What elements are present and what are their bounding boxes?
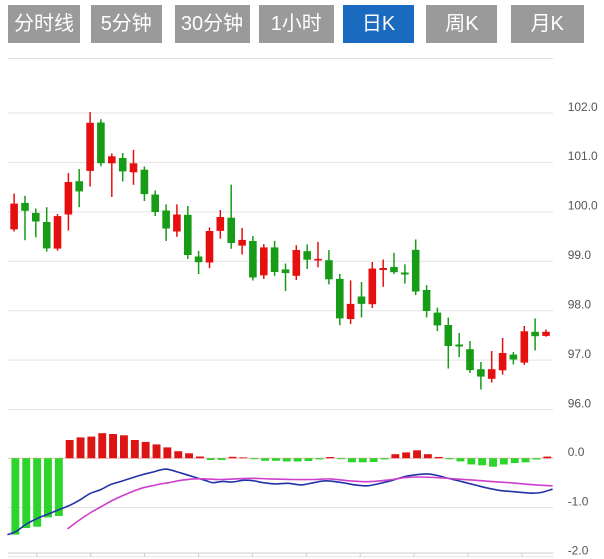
svg-text:98.0: 98.0 <box>568 298 592 312</box>
svg-text:-2.0: -2.0 <box>568 544 589 558</box>
svg-text:0.0: 0.0 <box>568 445 585 459</box>
svg-text:101.0: 101.0 <box>568 149 598 163</box>
svg-text:97.0: 97.0 <box>568 347 592 361</box>
svg-text:-1.0: -1.0 <box>568 494 589 508</box>
svg-text:96.0: 96.0 <box>568 396 592 410</box>
svg-text:99.0: 99.0 <box>568 248 592 262</box>
svg-text:102.0: 102.0 <box>568 100 598 114</box>
svg-text:100.0: 100.0 <box>568 199 598 213</box>
